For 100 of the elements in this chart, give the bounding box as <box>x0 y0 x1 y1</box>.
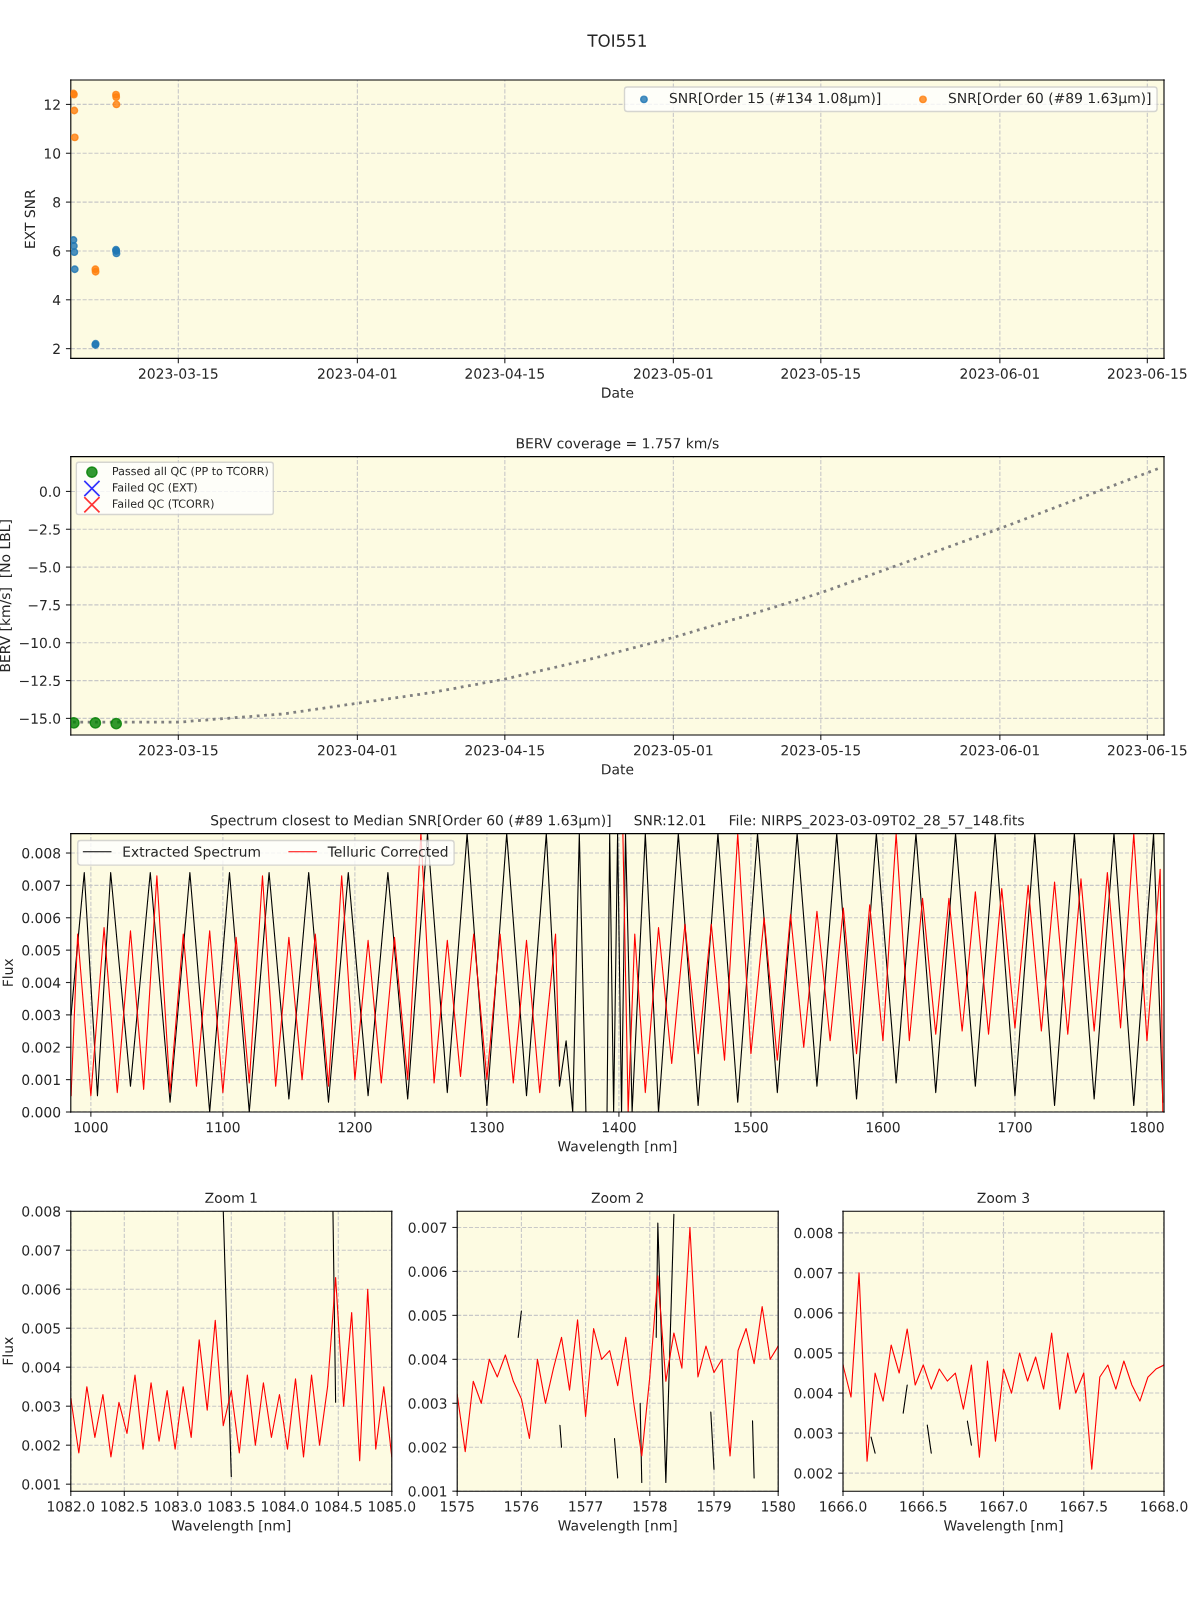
chart-title: TOI551 <box>587 34 646 47</box>
y-tick-label: 0.006 <box>22 912 61 924</box>
y-tick-label: −2.5 <box>28 524 60 535</box>
y-tick-label: 4 <box>52 294 61 306</box>
x-tick-label: 1000 <box>74 1121 108 1133</box>
x-tick-label: 1579 <box>697 1501 731 1512</box>
y-tick-label: 2 <box>53 343 60 354</box>
legend-label: Passed all QC (PP to TCORR) <box>113 466 268 477</box>
y-tick-label: 0.005 <box>794 1347 833 1359</box>
y-tick-label: 0.001 <box>408 1486 447 1497</box>
y-tick-label: 0.000 <box>22 1106 61 1118</box>
chart-title: Zoom 1 <box>205 1192 257 1204</box>
legend-label: Extracted Spectrum <box>123 846 260 860</box>
y-tick-label: 0.002 <box>22 1440 60 1451</box>
y-tick-label: 0.007 <box>22 1245 60 1256</box>
x-tick-label: 2023-06-15 <box>1107 745 1187 756</box>
y-tick-label: 0.001 <box>22 1074 60 1086</box>
legend-label: Failed QC (TCORR) <box>113 499 214 510</box>
y-tick-label: 6 <box>53 245 61 257</box>
x-tick-label: 1577 <box>569 1501 603 1512</box>
y-tick-label: 0.0 <box>39 486 61 497</box>
y-tick-label: 0.005 <box>408 1310 447 1321</box>
legend-label: SNR[Order 60 (#89 1.63μm)] <box>948 92 1151 106</box>
x-tick-label: 1575 <box>441 1501 474 1512</box>
x-tick-label: 2023-04-01 <box>318 745 397 756</box>
x-tick-label: 1083.0 <box>155 1501 202 1512</box>
y-tick-label: −7.5 <box>28 600 60 611</box>
x-tick-label: 1667.0 <box>980 1501 1027 1512</box>
x-tick-label: 2023-05-15 <box>781 368 860 379</box>
x-tick-label: 1700 <box>998 1121 1032 1133</box>
y-tick-label: 0.007 <box>408 1222 447 1233</box>
y-tick-label: 0.004 <box>22 977 61 988</box>
x-tick-label: 2023-04-15 <box>465 745 544 756</box>
y-tick-label: 0.002 <box>408 1442 447 1453</box>
y-tick-label: −5.0 <box>28 562 61 573</box>
y-tick-label: 0.004 <box>408 1354 447 1365</box>
x-tick-label: 1082.5 <box>101 1501 148 1512</box>
y-tick-label: 0.003 <box>794 1428 833 1439</box>
y-tick-label: 0.006 <box>22 1284 61 1295</box>
x-tick-label: 1578 <box>633 1501 667 1512</box>
x-tick-label: 1084.0 <box>262 1501 309 1512</box>
x-axis-title: Wavelength [nm] <box>171 1519 291 1534</box>
y-tick-label: 0.005 <box>22 1323 60 1334</box>
x-tick-label: 1500 <box>734 1121 768 1133</box>
x-tick-label: 1100 <box>206 1121 240 1133</box>
x-tick-label: 2023-06-15 <box>1107 368 1187 379</box>
y-tick-label: 0.004 <box>22 1362 61 1373</box>
y-tick-label: 0.007 <box>22 880 60 891</box>
x-tick-label: 1083.5 <box>208 1501 255 1512</box>
x-axis-title: Wavelength [nm] <box>943 1519 1063 1534</box>
x-tick-label: 2023-06-01 <box>960 368 1039 379</box>
x-tick-label: 1666.5 <box>900 1501 947 1512</box>
y-tick-label: 0.008 <box>22 847 61 859</box>
y-tick-label: 0.008 <box>22 1206 61 1217</box>
x-tick-label: 1800 <box>1130 1121 1164 1133</box>
chart-title: Spectrum closest to Median SNR[Order 60 (#89 1.63μm)] SNR:12.01 File: NIRPS_2023-03-09T02_28_57_148.fits <box>211 814 1024 829</box>
y-tick-label: 0.002 <box>22 1042 60 1053</box>
y-tick-label: 0.003 <box>408 1398 447 1409</box>
x-tick-label: 1668.0 <box>1141 1501 1188 1512</box>
x-axis-title: Wavelength [nm] <box>557 1140 677 1155</box>
x-tick-label: 1580 <box>762 1501 795 1512</box>
y-tick-label: 0.007 <box>794 1267 833 1279</box>
y-tick-label: 0.006 <box>794 1307 833 1319</box>
x-tick-label: 1300 <box>470 1121 504 1133</box>
x-tick-label: 2023-04-15 <box>465 368 544 379</box>
legend-label: SNR[Order 15 (#134 1.08μm)] <box>669 92 881 106</box>
y-tick-label: −15.0 <box>19 713 61 724</box>
x-tick-label: 1200 <box>338 1121 372 1133</box>
y-tick-label: 0.003 <box>22 1401 60 1412</box>
x-tick-label: 2023-05-15 <box>781 745 860 756</box>
chart-title: Zoom 2 <box>591 1192 643 1204</box>
x-tick-label: 2023-05-01 <box>634 745 713 756</box>
y-tick-label: 0.002 <box>794 1468 832 1479</box>
x-tick-label: 2023-03-15 <box>138 368 218 379</box>
x-tick-label: 1085.0 <box>369 1501 416 1512</box>
x-tick-label: 1082.0 <box>48 1501 95 1512</box>
y-tick-label: 0.006 <box>408 1266 447 1277</box>
y-tick-label: 10 <box>44 148 61 159</box>
y-axis-title: Flux <box>2 958 14 986</box>
y-tick-label: 0.005 <box>22 945 60 956</box>
legend-label: Failed QC (EXT) <box>113 482 197 493</box>
y-tick-label: 0.004 <box>794 1388 833 1399</box>
y-tick-label: 8 <box>53 197 61 208</box>
y-tick-label: −10.0 <box>19 637 61 649</box>
y-tick-label: 0.001 <box>22 1479 60 1490</box>
y-axis-title: BERV [km/s] [No LBL] <box>0 520 12 672</box>
x-axis-title: Date <box>602 764 634 775</box>
y-tick-label: 12 <box>44 99 60 110</box>
x-axis-title: Wavelength [nm] <box>558 1519 677 1534</box>
x-tick-label: 2023-04-01 <box>318 368 397 379</box>
y-tick-label: −12.5 <box>19 675 60 687</box>
y-tick-label: 0.003 <box>22 1009 60 1021</box>
x-tick-label: 2023-03-15 <box>138 745 218 756</box>
chart-title: Zoom 3 <box>977 1192 1030 1204</box>
legend-label: Telluric Corrected <box>327 846 448 857</box>
x-tick-label: 1666.0 <box>820 1501 867 1512</box>
y-axis-title: EXT SNR <box>24 189 36 248</box>
x-tick-label: 1600 <box>866 1121 900 1133</box>
x-tick-label: 2023-05-01 <box>634 368 713 379</box>
chart-title: BERV coverage = 1.757 km/s <box>516 437 719 452</box>
